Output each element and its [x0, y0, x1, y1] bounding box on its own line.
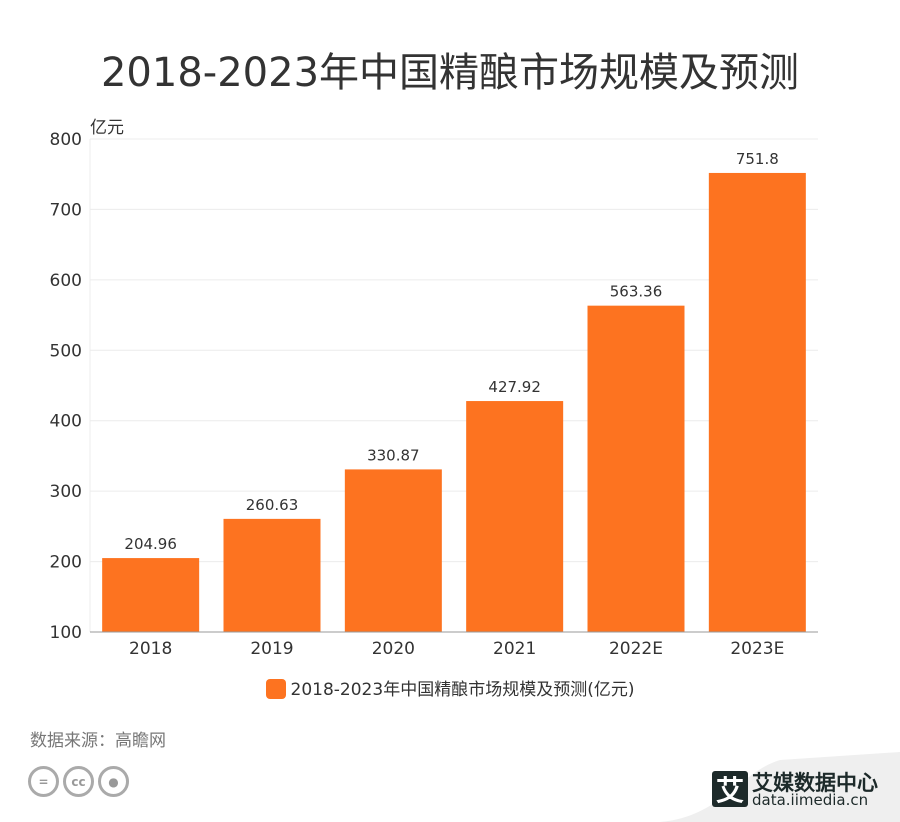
y-tick-label: 600: [50, 271, 82, 291]
data-label: 204.96: [124, 535, 177, 553]
y-tick-label: 800: [50, 130, 82, 150]
brand-url[interactable]: data.iimedia.cn: [752, 791, 869, 809]
legend[interactable]: 2018-2023年中国精酿市场规模及预测(亿元): [0, 675, 900, 700]
brand-logo-icon: 艾: [712, 771, 748, 807]
data-label: 330.87: [367, 446, 420, 464]
y-tick-label: 700: [50, 200, 82, 220]
y-tick-label: 300: [50, 482, 82, 502]
creative-commons-icon: cc: [63, 766, 94, 797]
bar-2022E: [587, 305, 685, 632]
bar-2018: [102, 558, 200, 632]
y-tick-label: 400: [50, 412, 82, 432]
x-tick-label: 2022E: [609, 639, 663, 659]
bar-2023E: [708, 172, 806, 632]
x-tick-label: 2019: [250, 639, 293, 659]
data-label: 751.8: [736, 150, 779, 168]
no-derivatives-icon: =: [28, 766, 59, 797]
bar-2020: [344, 469, 442, 632]
x-tick-label: 2021: [493, 639, 536, 659]
source-note: 数据来源：高瞻网: [30, 731, 166, 751]
data-label: 427.92: [488, 378, 541, 396]
brand-name: 艾媒数据中心: [752, 771, 878, 795]
license-icons: = cc ●: [28, 766, 129, 797]
y-tick-label: 100: [50, 623, 82, 643]
x-tick-label: 2018: [129, 639, 172, 659]
y-axis-unit: 亿元: [90, 118, 124, 138]
chart-title: 2018-2023年中国精酿市场规模及预测: [100, 50, 800, 96]
legend-label: 2018-2023年中国精酿市场规模及预测(亿元): [290, 680, 635, 700]
x-tick-label: 2020: [372, 639, 415, 659]
data-label: 563.36: [610, 283, 663, 301]
attribution-icon: ●: [98, 766, 129, 797]
y-tick-label: 500: [50, 341, 82, 361]
bar-2019: [223, 518, 321, 632]
legend-swatch: [265, 679, 286, 699]
x-tick-label: 2023E: [730, 639, 784, 659]
y-tick-label: 200: [50, 553, 82, 573]
data-label: 260.63: [246, 496, 299, 514]
bar-2021: [466, 401, 564, 632]
